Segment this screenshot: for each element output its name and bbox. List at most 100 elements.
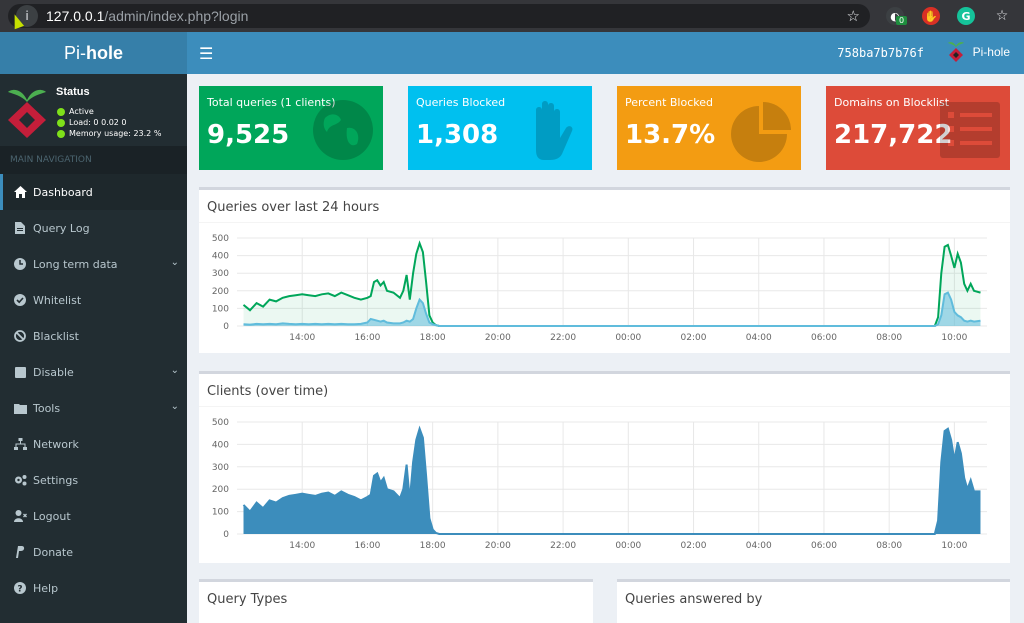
stat-label: Total queries (1 clients)	[207, 96, 336, 109]
sidebar-item-settings[interactable]: Settings	[0, 462, 187, 498]
stat-value: 13.7%	[625, 120, 716, 150]
status-title: Status	[56, 86, 90, 98]
check-circle-icon	[13, 294, 27, 306]
panel-divider	[199, 222, 1010, 223]
y-tick-label: 100	[212, 304, 229, 314]
stat-queries-blocked: Queries Blocked 1,308	[408, 86, 592, 170]
adblock-extension-icon[interactable]: ✋	[922, 7, 940, 25]
x-tick-label: 00:00	[615, 541, 641, 551]
sidebar-item-logout[interactable]: Logout	[0, 498, 187, 534]
status-dot-icon	[57, 129, 65, 138]
sidebar-item-dashboard[interactable]: Dashboard	[0, 174, 187, 210]
x-tick-label: 02:00	[681, 541, 707, 551]
queries-chart-panel: Queries over last 24 hours 0 100 200 300 400…	[199, 187, 1010, 353]
panel-divider	[199, 406, 1010, 407]
x-tick-label: 04:00	[746, 541, 772, 551]
stop-icon	[13, 366, 27, 378]
hostname: 758ba7b7b76f	[837, 46, 924, 60]
url-text[interactable]: 127.0.0.1/admin/index.php?login	[46, 8, 249, 24]
status-dot-icon	[57, 107, 65, 116]
x-tick-label: 04:00	[746, 333, 772, 343]
clients-chart-panel: Clients (over time) 0 100 200 300 400 500 14:0…	[199, 371, 1010, 563]
x-tick-label: 02:00	[681, 333, 707, 343]
clients-over-time-chart: 0 100 200 300 400 500 14:00 16:00 18:00 20:00 22:0…	[212, 418, 987, 551]
y-tick-label: 200	[212, 287, 229, 297]
y-tick-label: 500	[212, 418, 229, 428]
series-line	[242, 240, 981, 327]
user-times-icon	[13, 510, 27, 522]
sidebar: Status Active Load: 0 0.02 0 Memory usag…	[0, 74, 187, 623]
pihole-logo-icon	[947, 42, 964, 62]
bookmarks-menu-icon[interactable]: ☆	[995, 8, 1009, 24]
x-tick-label: 08:00	[876, 541, 902, 551]
queries-answered-by-panel: Queries answered by	[617, 579, 1010, 623]
sidebar-item-help[interactable]: ? Help	[0, 570, 187, 606]
chevron-down-icon: ⌄	[170, 365, 179, 376]
status-panel: Status Active Load: 0 0.02 0 Memory usag…	[0, 74, 187, 146]
pihole-logo-icon	[8, 89, 46, 138]
y-tick-label: 0	[223, 530, 229, 540]
site-info-icon[interactable]: i	[16, 5, 38, 27]
sidebar-item-query-log[interactable]: Query Log	[0, 210, 187, 246]
stat-value: 9,525	[207, 120, 290, 150]
home-icon	[13, 186, 27, 198]
stat-label: Queries Blocked	[416, 96, 506, 109]
sidebar-toggle-icon[interactable]: ☰	[199, 44, 214, 63]
status-dot-icon	[57, 118, 65, 127]
x-tick-label: 14:00	[289, 333, 315, 343]
x-tick-label: 10:00	[941, 333, 967, 343]
panel-title: Queries over last 24 hours	[207, 200, 380, 215]
stat-label: Percent Blocked	[625, 96, 713, 109]
x-tick-label: 00:00	[615, 333, 641, 343]
stat-domains-on-blocklist: Domains on Blocklist 217,722	[826, 86, 1010, 170]
bookmark-star-icon[interactable]: ☆	[846, 7, 860, 25]
ban-icon	[13, 330, 27, 342]
gears-icon	[13, 474, 27, 486]
query-types-panel: Query Types	[199, 579, 593, 623]
app-logo[interactable]: Pi-hole	[0, 32, 187, 74]
sidebar-item-whitelist[interactable]: Whitelist	[0, 282, 187, 318]
top-navbar: ☰ 758ba7b7b76f Pi-hole	[187, 32, 1024, 74]
x-tick-label: 10:00	[941, 541, 967, 551]
x-tick-label: 16:00	[354, 333, 380, 343]
sidebar-item-donate[interactable]: Donate	[0, 534, 187, 570]
pie-chart-icon	[731, 102, 791, 162]
user-menu[interactable]: Pi-hole	[945, 40, 1010, 64]
x-tick-label: 18:00	[420, 333, 446, 343]
panel-title: Queries answered by	[625, 592, 763, 607]
sidebar-item-disable[interactable]: Disable ⌄	[0, 354, 187, 390]
x-tick-label: 14:00	[289, 541, 315, 551]
series-line	[242, 425, 981, 535]
y-tick-label: 500	[212, 234, 229, 244]
x-tick-label: 06:00	[811, 541, 837, 551]
x-tick-label: 20:00	[485, 541, 511, 551]
x-tick-label: 22:00	[550, 333, 576, 343]
grammarly-extension-icon[interactable]: G	[957, 7, 975, 25]
sidebar-item-network[interactable]: Network	[0, 426, 187, 462]
sidebar-item-blacklist[interactable]: Blacklist	[0, 318, 187, 354]
user-name: Pi-hole	[972, 45, 1010, 59]
folder-icon	[13, 403, 27, 414]
status-memory: Memory usage: 23.2 %	[57, 129, 161, 138]
y-tick-label: 0	[223, 322, 229, 332]
stat-percent-blocked: Percent Blocked 13.7%	[617, 86, 801, 170]
list-icon	[940, 102, 1000, 158]
y-tick-label: 400	[212, 252, 229, 262]
x-tick-label: 20:00	[485, 333, 511, 343]
sidebar-item-tools[interactable]: Tools ⌄	[0, 390, 187, 426]
status-load: Load: 0 0.02 0	[57, 118, 127, 127]
extension-badge: 0	[896, 16, 908, 25]
clock-icon	[13, 258, 27, 270]
stat-label: Domains on Blocklist	[834, 96, 950, 109]
globe-icon	[313, 100, 373, 160]
browser-toolbar: i 127.0.0.1/admin/index.php?login ☆ ◐ 0 …	[0, 0, 1024, 32]
stat-total-queries: Total queries (1 clients) 9,525	[199, 86, 383, 170]
panel-title: Query Types	[207, 592, 288, 607]
sidebar-item-long-term-data[interactable]: Long term data ⌄	[0, 246, 187, 282]
hand-icon	[536, 101, 573, 160]
network-icon	[13, 438, 27, 450]
address-bar[interactable]: i 127.0.0.1/admin/index.php?login ☆	[8, 4, 870, 28]
x-tick-label: 06:00	[811, 333, 837, 343]
x-tick-label: 22:00	[550, 541, 576, 551]
y-tick-label: 400	[212, 440, 229, 450]
